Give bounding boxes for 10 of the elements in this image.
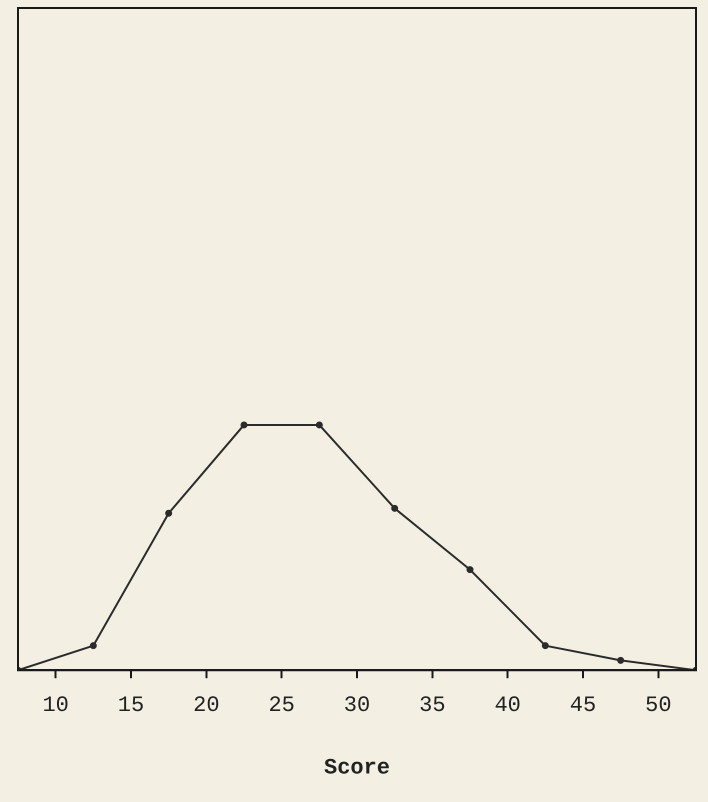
x-tick-label: 25	[268, 693, 295, 718]
x-tick-label: 20	[193, 693, 220, 718]
x-tick-label: 50	[645, 693, 672, 718]
x-tick-label: 15	[118, 693, 144, 718]
x-axis-title: Score	[324, 755, 390, 780]
x-tick-label: 40	[494, 693, 521, 718]
x-tick-label: 35	[419, 693, 446, 718]
x-tick-label: 10	[42, 693, 69, 718]
x-tick-label: 30	[344, 693, 370, 718]
x-tick-label: 45	[570, 693, 596, 718]
